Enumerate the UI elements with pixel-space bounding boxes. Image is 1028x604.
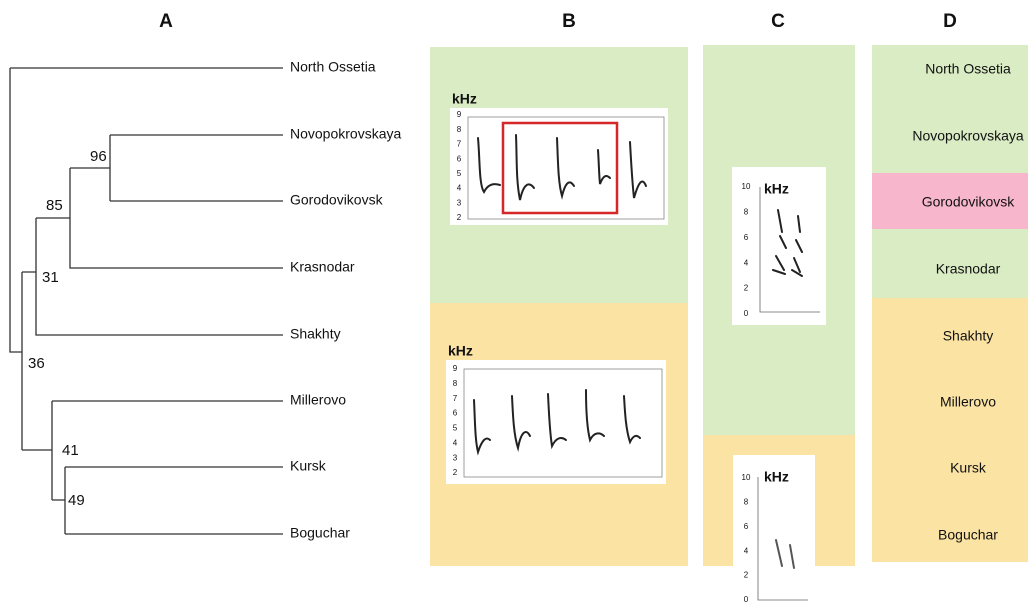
- spectrogram-unit: kHz: [764, 469, 789, 485]
- leaf-label: Novopokrovskaya: [290, 126, 401, 142]
- spectrogram-tick: 0: [744, 595, 749, 604]
- support-value: 31: [42, 269, 59, 286]
- spectrogram-tick: 8: [744, 208, 749, 217]
- panel-label: D: [943, 11, 957, 32]
- tree: [10, 68, 283, 534]
- spectrogram-tick: 7: [457, 140, 462, 149]
- region-label: Shakhty: [943, 328, 994, 344]
- support-value: 85: [46, 197, 63, 214]
- region-label: Kursk: [950, 460, 987, 476]
- support-value: 49: [68, 492, 85, 509]
- spectrogram-tick: 5: [457, 169, 462, 178]
- spectrogram-tick: 4: [744, 546, 749, 555]
- spectrogram-tick: 8: [453, 379, 458, 388]
- spectrogram-tick: 6: [453, 409, 458, 418]
- spectrogram-tick: 10: [742, 182, 751, 191]
- spectrogram-tick: 6: [744, 522, 749, 531]
- panel-label: B: [562, 11, 576, 32]
- panel-label: C: [771, 11, 785, 32]
- support-value: 36: [28, 355, 45, 372]
- spectrogram-tick: 0: [744, 309, 749, 318]
- spectrogram-tick: 5: [453, 424, 458, 433]
- spectrogram-tick: 2: [744, 571, 749, 580]
- region-label: Gorodovikovsk: [922, 194, 1016, 210]
- spectrogram-tick: 6: [457, 154, 462, 163]
- spectrogram-unit: kHz: [452, 91, 477, 107]
- region-label: North Ossetia: [925, 61, 1011, 77]
- spectrogram-tick: 3: [457, 198, 462, 207]
- support-value: 41: [62, 442, 79, 459]
- leaf-label: Kursk: [290, 458, 327, 474]
- spectrogram-tick: 8: [457, 125, 462, 134]
- region-label: Boguchar: [938, 527, 998, 543]
- spectrogram-tick: 9: [453, 364, 458, 373]
- spectrogram-unit: kHz: [764, 181, 789, 197]
- region-label: Novopokrovskaya: [912, 128, 1023, 144]
- spectrogram-tick: 2: [457, 213, 462, 222]
- spectrogram-tick: 4: [457, 184, 462, 193]
- spectrogram: [446, 360, 666, 484]
- panel-label: A: [159, 11, 173, 32]
- spectrogram-tick: 4: [744, 258, 749, 267]
- region-label: Millerovo: [940, 394, 996, 410]
- spectrogram-tick: 2: [744, 284, 749, 293]
- spectrogram-tick: 7: [453, 394, 458, 403]
- region-label: Krasnodar: [936, 261, 1001, 277]
- leaf-label: Gorodovikovsk: [290, 192, 384, 208]
- spectrogram-tick: 4: [453, 438, 458, 447]
- spectrogram-tick: 3: [453, 453, 458, 462]
- spectrogram-tick: 9: [457, 110, 462, 119]
- support-value: 96: [90, 148, 107, 165]
- spectrogram-tick: 2: [453, 468, 458, 477]
- leaf-label: Millerovo: [290, 392, 346, 408]
- leaf-label: Shakhty: [290, 326, 341, 342]
- leaf-label: Krasnodar: [290, 259, 355, 275]
- spectrogram-unit: kHz: [448, 343, 473, 359]
- spectrogram-tick: 10: [742, 473, 751, 482]
- spectrogram-tick: 6: [744, 233, 749, 242]
- figure: A B C D North Ossetia Novopokrovskaya Goro…: [0, 0, 1028, 604]
- leaf-label: North Ossetia: [290, 59, 376, 75]
- leaf-label: Boguchar: [290, 525, 350, 541]
- spectrogram-tick: 8: [744, 498, 749, 507]
